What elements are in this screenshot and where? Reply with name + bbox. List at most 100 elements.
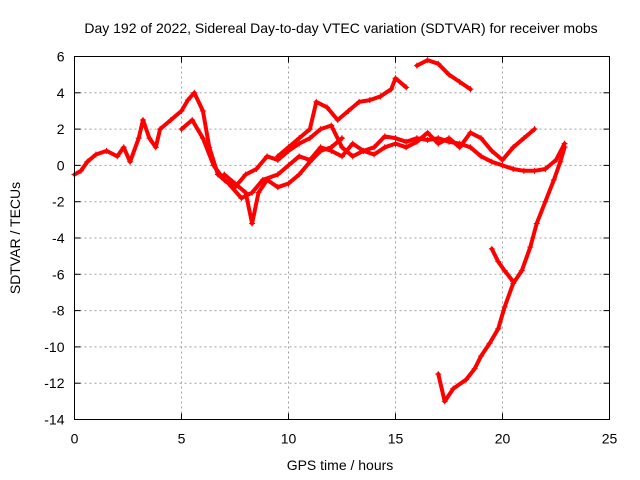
data-point: [328, 122, 335, 129]
data-point: [456, 78, 463, 85]
data-point: [253, 166, 260, 173]
x-tick-label: 25: [602, 431, 618, 447]
data-point: [135, 135, 142, 142]
x-tick-label: 5: [178, 431, 186, 447]
data-point: [77, 167, 84, 174]
series-line: [72, 90, 567, 201]
data-point: [306, 158, 313, 165]
data-point: [152, 144, 159, 151]
data-point: [499, 156, 506, 163]
series-track-b: [178, 117, 538, 191]
data-point: [531, 167, 538, 174]
data-point: [371, 151, 378, 158]
x-tick-label: 10: [281, 431, 297, 447]
series-line: [489, 246, 516, 284]
data-point: [249, 189, 256, 196]
data-point: [488, 147, 495, 154]
data-point: [467, 129, 474, 136]
data-point: [424, 129, 431, 136]
data-point: [232, 180, 238, 187]
x-tick-label: 0: [71, 431, 79, 447]
data-point: [392, 135, 399, 142]
data-point: [456, 144, 463, 151]
data-point: [285, 162, 292, 169]
y-tick-label: -10: [44, 339, 64, 355]
data-point: [178, 107, 185, 114]
data-point: [199, 135, 206, 142]
data-point: [467, 86, 474, 93]
data-point: [127, 158, 134, 165]
y-tick-label: 6: [57, 49, 65, 65]
data-point: [550, 176, 557, 183]
data-point: [435, 135, 442, 142]
data-point: [446, 135, 452, 142]
axis-ticks: 0 5 10 15 20 25 -14 -12 -10 -8 -6 -4 -2 0 2 4 6: [44, 49, 617, 447]
x-tick-label: 15: [388, 431, 404, 447]
data-point: [486, 340, 493, 347]
data-point: [317, 126, 324, 133]
data-point: [296, 135, 303, 142]
y-tick-label: -12: [44, 375, 64, 391]
data-point: [435, 60, 442, 67]
data-point: [435, 140, 442, 147]
y-tick-label: -4: [52, 230, 65, 246]
data-point: [463, 376, 470, 383]
data-point: [306, 126, 313, 133]
data-point: [313, 98, 320, 105]
y-tick-label: -6: [52, 266, 65, 282]
data-point: [450, 385, 457, 392]
series-track-g: [488, 245, 517, 285]
data-point: [167, 117, 174, 124]
data-point: [296, 153, 303, 160]
series-track-c: [221, 135, 345, 227]
data-point: [366, 97, 373, 104]
data-point: [328, 144, 335, 151]
data-point: [542, 198, 549, 205]
data-point: [339, 153, 345, 160]
data-point: [238, 195, 245, 202]
data-point: [242, 189, 249, 196]
grid: [74, 56, 610, 420]
data-point: [520, 167, 527, 174]
data-point: [424, 136, 431, 143]
data-point: [274, 171, 281, 178]
data-point: [324, 104, 331, 111]
data-point: [478, 352, 485, 359]
data-point: [435, 371, 442, 378]
data-point: [553, 156, 559, 163]
series-track-d: [274, 75, 410, 160]
y-tick-label: -14: [44, 412, 64, 428]
data-point: [264, 176, 271, 183]
series-track-a: [71, 89, 568, 202]
data-point: [189, 117, 196, 124]
chart-title: Day 192 of 2022, Sidereal Day-to-day VTE…: [84, 20, 597, 36]
data-point: [392, 75, 399, 82]
x-tick-label: 20: [495, 431, 511, 447]
data-point: [561, 144, 568, 151]
data-point: [371, 144, 378, 151]
data-point: [501, 303, 508, 310]
y-tick-label: -8: [52, 303, 65, 319]
data-point: [114, 153, 121, 160]
data-point: [441, 398, 448, 405]
x-axis-label: GPS time / hours: [287, 457, 394, 473]
data-point: [249, 220, 256, 227]
data-point: [199, 107, 206, 114]
data-point: [139, 117, 146, 124]
data-point: [377, 93, 384, 100]
data-point: [317, 147, 324, 154]
data-point: [413, 62, 420, 69]
data-point: [467, 144, 474, 151]
data-point: [120, 144, 127, 151]
data-point: [488, 245, 495, 252]
series-line: [179, 118, 537, 190]
data-point: [510, 144, 517, 151]
data-point: [501, 267, 508, 274]
data-point: [360, 147, 367, 154]
data-point: [221, 171, 228, 178]
data-point: [499, 162, 506, 169]
data-point: [349, 140, 356, 147]
data-point: [527, 244, 534, 251]
data-point: [210, 162, 217, 169]
